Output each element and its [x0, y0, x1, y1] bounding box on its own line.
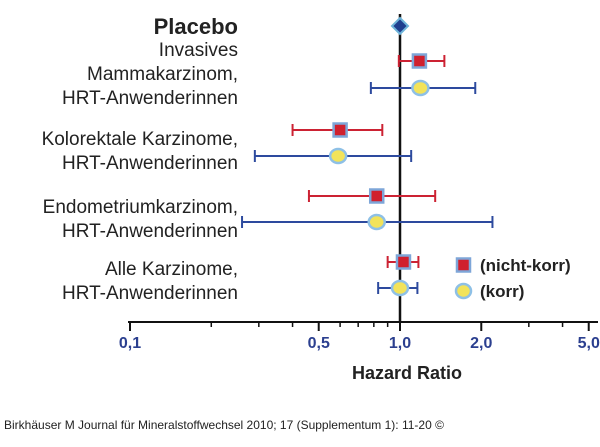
- legend-square-marker: [455, 257, 472, 273]
- legend-circle-marker: [454, 282, 473, 300]
- legend: (nicht-korr) (korr): [454, 256, 571, 301]
- group-label-line: Mammakarzinom,: [87, 64, 238, 85]
- x-tick-label: 0,5: [308, 335, 330, 352]
- x-tick-label: 5,0: [578, 335, 600, 352]
- korr-marker: [390, 279, 410, 297]
- x-axis-title: Hazard Ratio: [352, 363, 462, 383]
- nicht-korr-marker: [395, 254, 412, 270]
- x-tick-label: 1,0: [389, 335, 411, 352]
- placebo-label: Placebo: [154, 14, 238, 39]
- group-label-line: Kolorektale Karzinome,: [42, 129, 238, 150]
- nicht-korr-marker: [368, 188, 385, 204]
- legend-label: (korr): [480, 282, 524, 301]
- x-axis: 0,1 0,5 1,0 2,0 5,0 Hazard Ratio: [119, 321, 600, 383]
- legend-label: (nicht-korr): [480, 256, 571, 275]
- x-tick-label: 0,1: [119, 335, 141, 352]
- korr-marker: [367, 213, 386, 231]
- group-label-line: HRT-Anwenderinnen: [62, 88, 238, 109]
- group-label-line: Invasives: [159, 40, 238, 61]
- korr-marker: [328, 147, 348, 165]
- nicht-korr-marker: [411, 53, 428, 69]
- group-label-line: HRT-Anwenderinnen: [62, 283, 238, 304]
- nicht-korr-marker: [332, 122, 348, 138]
- group-label-line: Endometriumkarzinom,: [43, 197, 238, 218]
- source-caption: Birkhäuser M Journal für Mineralstoffwec…: [4, 418, 444, 432]
- x-tick-label: 2,0: [470, 335, 492, 352]
- group-label-line: HRT-Anwenderinnen: [62, 221, 238, 242]
- korr-marker: [411, 79, 430, 97]
- chart-marks: [241, 16, 494, 297]
- placebo-marker: [390, 16, 410, 36]
- group-label-line: Alle Karzinome,: [105, 259, 238, 280]
- group-label-line: HRT-Anwenderinnen: [62, 153, 238, 174]
